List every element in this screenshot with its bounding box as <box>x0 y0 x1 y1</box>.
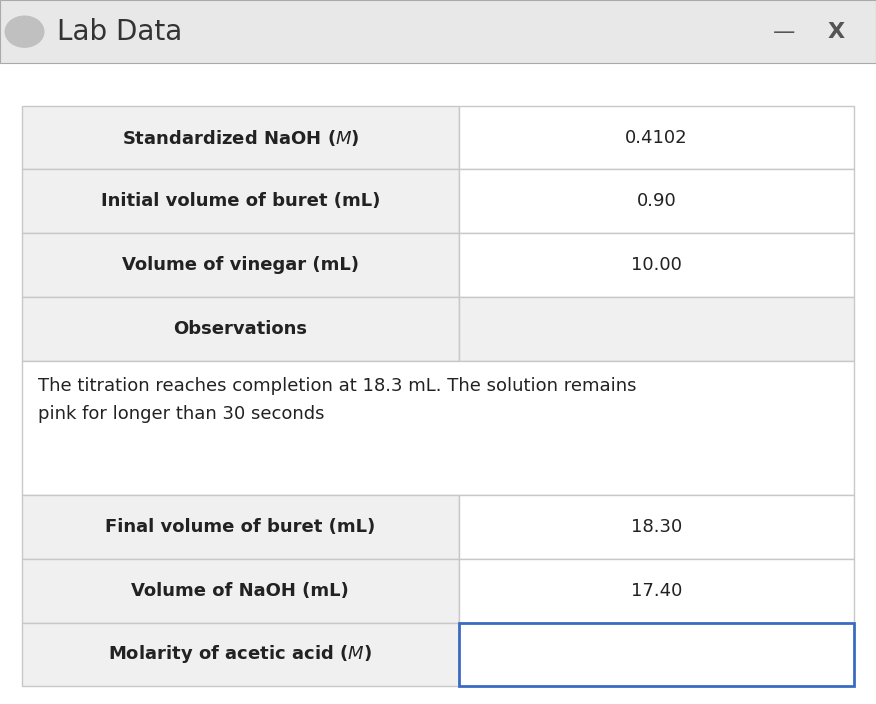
Text: 17.40: 17.40 <box>631 582 682 600</box>
FancyBboxPatch shape <box>459 106 854 170</box>
Text: 0.90: 0.90 <box>637 192 676 210</box>
Text: Volume of NaOH (mL): Volume of NaOH (mL) <box>131 582 350 600</box>
Text: Molarity of acetic acid ($\mathit{M}$): Molarity of acetic acid ($\mathit{M}$) <box>109 643 372 665</box>
Text: Lab Data: Lab Data <box>57 18 182 46</box>
FancyBboxPatch shape <box>0 0 876 63</box>
Text: |: | <box>653 645 660 665</box>
FancyBboxPatch shape <box>22 233 459 297</box>
FancyBboxPatch shape <box>459 559 854 622</box>
Text: The titration reaches completion at 18.3 mL. The solution remains
pink for longe: The titration reaches completion at 18.3… <box>38 377 636 423</box>
FancyBboxPatch shape <box>22 495 459 559</box>
FancyBboxPatch shape <box>22 170 459 233</box>
Text: Standardized NaOH ($\mathit{M}$): Standardized NaOH ($\mathit{M}$) <box>122 127 359 148</box>
Text: X: X <box>828 22 845 42</box>
FancyBboxPatch shape <box>459 170 854 233</box>
Text: 0.4102: 0.4102 <box>625 129 688 146</box>
Text: Observations: Observations <box>173 320 307 338</box>
FancyBboxPatch shape <box>22 559 459 622</box>
Text: Volume of vinegar (mL): Volume of vinegar (mL) <box>122 256 359 274</box>
FancyBboxPatch shape <box>459 495 854 559</box>
FancyBboxPatch shape <box>459 297 854 361</box>
Text: —: — <box>773 22 795 42</box>
FancyBboxPatch shape <box>459 622 854 686</box>
FancyBboxPatch shape <box>22 106 459 170</box>
Circle shape <box>5 16 44 47</box>
FancyBboxPatch shape <box>22 361 854 495</box>
FancyBboxPatch shape <box>22 622 459 686</box>
FancyBboxPatch shape <box>459 233 854 297</box>
Text: 10.00: 10.00 <box>631 256 682 274</box>
FancyBboxPatch shape <box>22 297 459 361</box>
Text: Initial volume of buret (mL): Initial volume of buret (mL) <box>101 192 380 210</box>
Text: 18.30: 18.30 <box>631 518 682 536</box>
Text: Final volume of buret (mL): Final volume of buret (mL) <box>105 518 376 536</box>
